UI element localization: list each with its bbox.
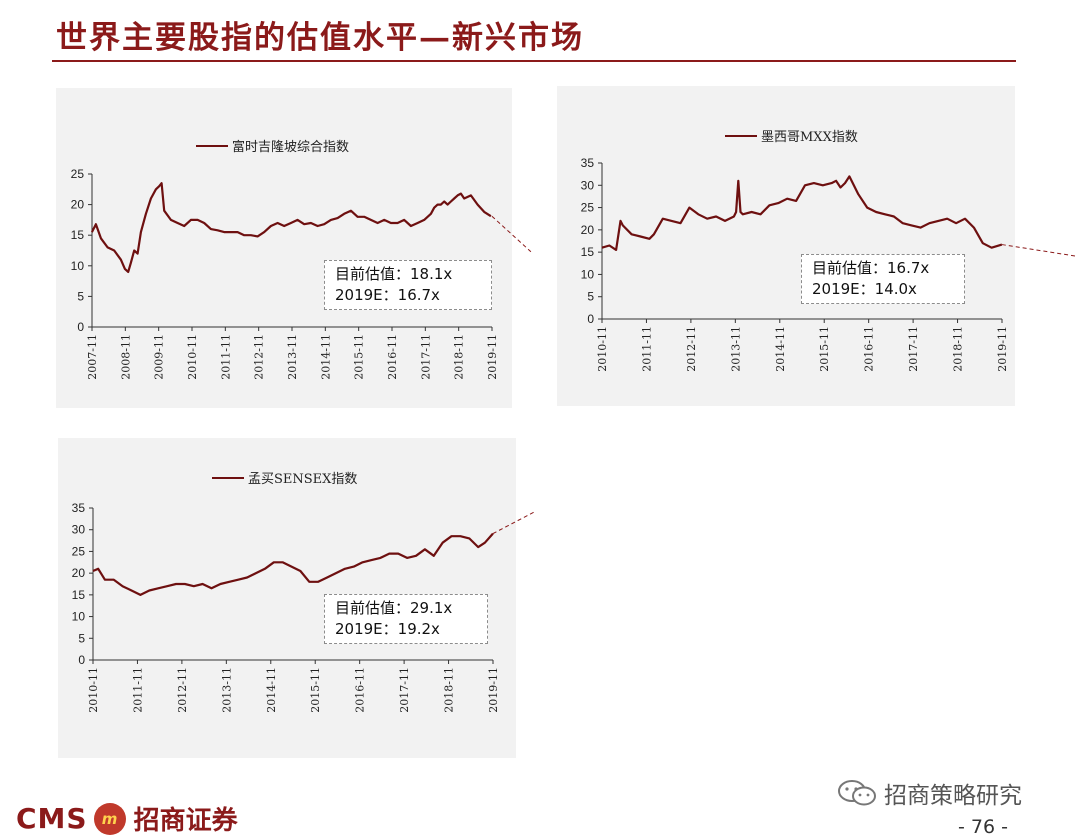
logo-badge-icon: m (93, 802, 126, 835)
x-tick-label: 2018-11 (952, 326, 965, 372)
current-valuation: 目前估值：18.1x (335, 265, 453, 283)
x-tick-label: 2012-11 (253, 334, 266, 380)
y-tick-label: 25 (581, 201, 595, 215)
current-valuation: 目前估值：29.1x (335, 599, 453, 617)
trend-dashed-line (1001, 244, 1077, 257)
x-tick-label: 2013-11 (729, 326, 742, 372)
y-tick-label: 5 (587, 290, 594, 304)
chart-panel-sensex: 孟买SENSEX指数 0 5 10 15 20 25 30 35 2010-11 2011-11 2… (58, 438, 537, 758)
x-tick-label: 2014-11 (774, 326, 787, 372)
x-tick-label: 2013-11 (286, 334, 299, 380)
y-tick-label: 25 (71, 167, 85, 181)
x-tick-label: 2018-11 (453, 334, 466, 380)
series-line (92, 532, 494, 596)
y-tick-label: 15 (581, 245, 595, 259)
chart-svg: 0 5 10 15 20 25 2007-11 2008-11 2009-11 2010-11 20… (71, 167, 532, 380)
cms-logo: CMS m 招商证券 (16, 800, 238, 837)
y-tick-label: 30 (72, 523, 86, 537)
logo-cms-text: CMS (16, 802, 88, 835)
x-tick-label: 2016-11 (386, 334, 399, 380)
wechat-icon (838, 780, 876, 806)
x-tick-label: 2017-11 (398, 667, 411, 713)
page-number: - 76 - (958, 816, 1008, 838)
x-tick-label: 2019-11 (487, 667, 500, 713)
y-tick-label: 20 (581, 223, 595, 237)
legend-label: 富时吉隆坡综合指数 (232, 140, 350, 155)
y-tick-label: 35 (581, 156, 595, 170)
legend-swatch (196, 144, 228, 147)
y-tick-label: 0 (78, 653, 85, 667)
y-tick-label: 10 (581, 267, 595, 281)
legend-swatch (212, 476, 244, 479)
chart-legend: 墨西哥MXX指数 (725, 126, 858, 145)
y-tick-label: 5 (78, 631, 85, 645)
legend-label: 孟买SENSEX指数 (248, 472, 358, 487)
trend-dashed-line (491, 215, 532, 253)
page-title: 世界主要股指的估值水平—新兴市场 (56, 20, 584, 56)
x-tick-label: 2009-11 (153, 334, 166, 380)
series-line (601, 175, 1003, 251)
x-tick-label: 2014-11 (265, 667, 278, 713)
forecast-valuation: 2019E：14.0x (812, 280, 917, 298)
chart-svg: 0 5 10 15 20 25 30 35 2010-11 2011-11 2012-11 2013-… (72, 501, 537, 713)
x-tick-label: 2010-11 (186, 334, 199, 380)
y-tick-label: 10 (71, 259, 85, 273)
valuation-box: 目前估值：18.1x 2019E：16.7x (324, 260, 492, 310)
current-valuation: 目前估值：16.7x (812, 259, 930, 277)
x-tick-label: 2014-11 (319, 334, 332, 380)
y-tick-label: 5 (77, 289, 84, 303)
wechat-label: 招商策略研究 (884, 783, 1022, 809)
x-tick-label: 2015-11 (353, 334, 366, 380)
trend-dashed-line (492, 510, 537, 535)
series-line (90, 182, 492, 273)
y-tick-label: 25 (72, 544, 86, 558)
y-tick-label: 0 (587, 312, 594, 326)
valuation-box: 目前估值：29.1x 2019E：19.2x (324, 594, 488, 644)
chart-legend: 富时吉隆坡综合指数 (196, 136, 349, 155)
chart-panel-mxx: 墨西哥MXX指数 0 5 10 15 20 25 30 35 2010-11 2011-11 201… (557, 86, 1077, 406)
legend-swatch (725, 134, 757, 137)
x-tick-label: 2011-11 (131, 667, 144, 713)
x-tick-label: 2010-11 (87, 667, 100, 713)
x-tick-label: 2017-11 (907, 326, 920, 372)
y-tick-label: 0 (77, 320, 84, 334)
x-tick-label: 2016-11 (354, 667, 367, 713)
y-tick-label: 20 (72, 566, 86, 580)
x-tick-label: 2013-11 (220, 667, 233, 713)
forecast-valuation: 2019E：19.2x (335, 620, 440, 638)
x-tick-label: 2007-11 (86, 334, 99, 380)
x-tick-label: 2016-11 (863, 326, 876, 372)
x-tick-label: 2017-11 (419, 334, 432, 380)
x-tick-label: 2015-11 (818, 326, 831, 372)
chart-legend: 孟买SENSEX指数 (212, 468, 357, 487)
y-tick-label: 10 (72, 610, 86, 624)
x-tick-label: 2010-11 (596, 326, 609, 372)
x-tick-label: 2012-11 (685, 326, 698, 372)
x-tick-label: 2019-11 (996, 326, 1009, 372)
x-tick-label: 2012-11 (176, 667, 189, 713)
wechat-account: 招商策略研究 (836, 776, 1022, 810)
legend-label: 墨西哥MXX指数 (761, 130, 858, 145)
y-tick-label: 15 (71, 228, 85, 242)
chart-svg: 0 5 10 15 20 25 30 35 2010-11 2011-11 2012-11 2013-… (581, 156, 1077, 372)
forecast-valuation: 2019E：16.7x (335, 286, 440, 304)
x-tick-label: 2019-11 (486, 334, 499, 380)
chart-panel-klci: 富时吉隆坡综合指数 0 5 10 15 20 25 2007-11 2008-11 2009-1… (56, 88, 532, 408)
x-tick-label: 2011-11 (219, 334, 232, 380)
title-divider (52, 60, 1016, 62)
y-tick-label: 35 (72, 501, 86, 515)
valuation-box: 目前估值：16.7x 2019E：14.0x (801, 254, 965, 304)
y-tick-label: 30 (581, 178, 595, 192)
y-tick-label: 20 (71, 198, 85, 212)
x-tick-label: 2015-11 (309, 667, 322, 713)
x-tick-label: 2011-11 (640, 326, 653, 372)
x-tick-label: 2008-11 (119, 334, 132, 380)
y-tick-label: 15 (72, 588, 86, 602)
x-tick-label: 2018-11 (443, 667, 456, 713)
logo-company-name: 招商证券 (133, 806, 238, 836)
